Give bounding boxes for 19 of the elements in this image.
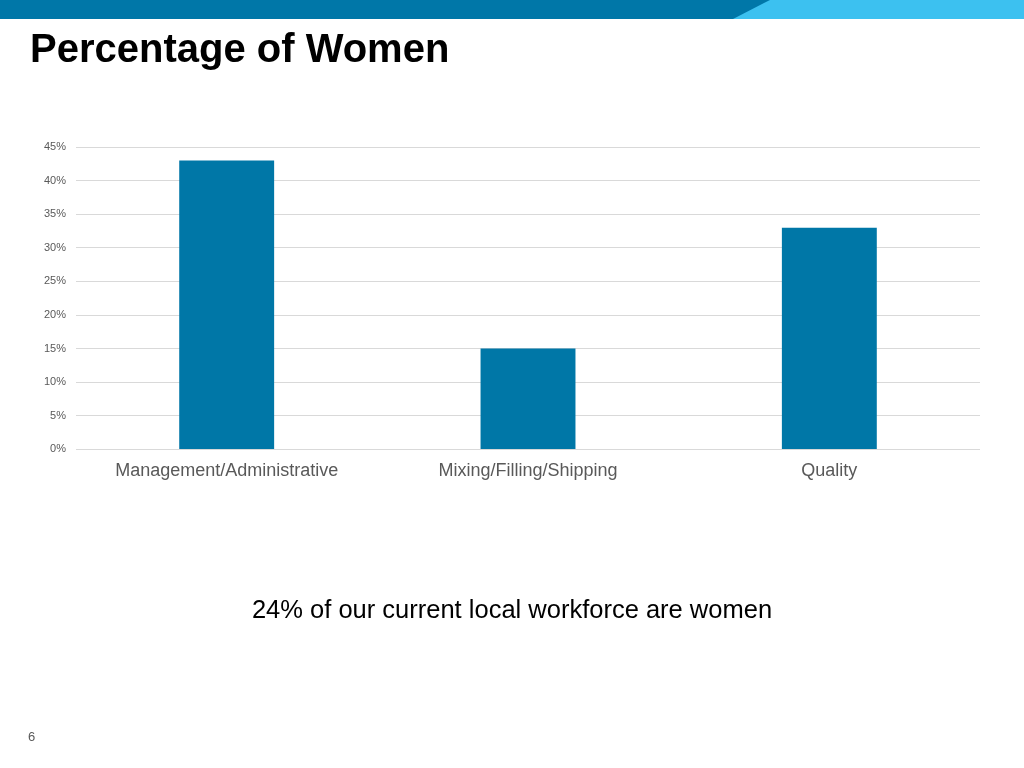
chart-title: Percentage of Women — [30, 25, 450, 72]
y-tick-label: 25% — [43, 274, 67, 287]
x-tick-label: Management/Administrative — [115, 460, 339, 481]
y-tick-label: 5% — [50, 408, 67, 421]
y-tick-label: 15% — [43, 341, 67, 354]
y-tick-label: 35% — [43, 207, 67, 220]
bar — [480, 348, 576, 449]
y-tick-label: 20% — [43, 308, 67, 321]
x-tick-label: Mixing/Filling/Shipping — [438, 460, 618, 481]
text: 24% of our current local workforce are women — [250, 595, 774, 624]
text: 6 — [28, 729, 36, 744]
y-tick-label: 30% — [43, 240, 67, 253]
y-tick-label: 0% — [50, 442, 67, 455]
y-tick-label: 40% — [43, 173, 67, 186]
x-tick-label: Quality — [801, 460, 858, 481]
y-tick-label: 45% — [43, 140, 67, 153]
y-tick-label: 10% — [43, 375, 67, 388]
bar — [781, 227, 877, 449]
bar — [179, 160, 275, 449]
